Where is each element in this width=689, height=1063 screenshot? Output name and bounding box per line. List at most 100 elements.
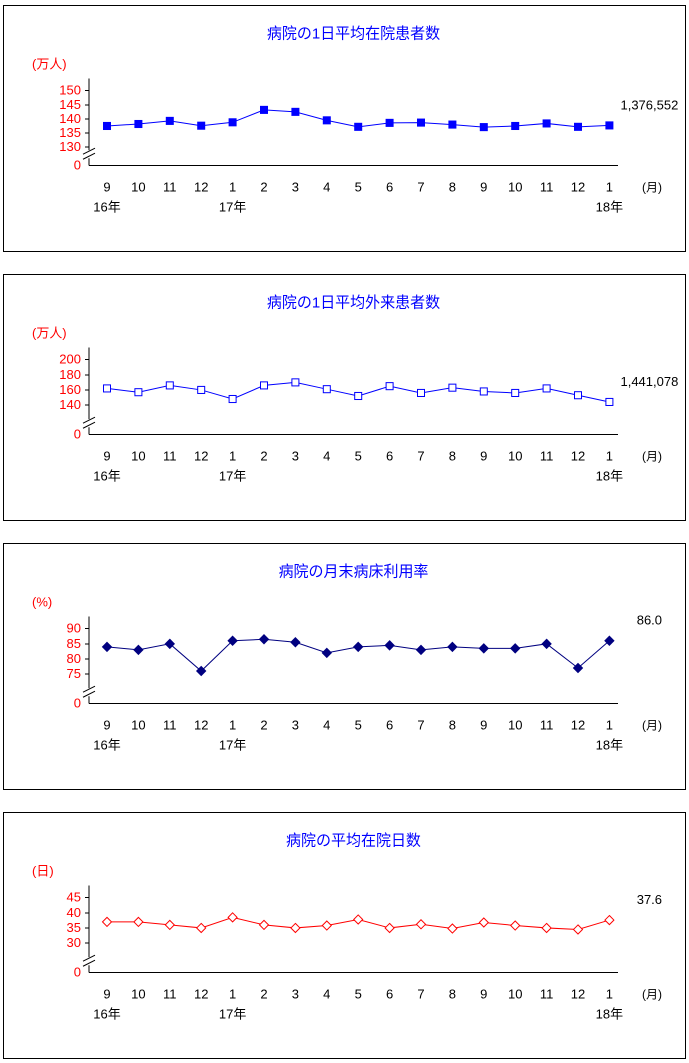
data-point-marker — [291, 107, 300, 116]
data-point-marker — [541, 922, 552, 934]
x-tick-label: 5 — [355, 448, 362, 463]
data-point-marker — [103, 121, 111, 131]
data-point-marker — [448, 383, 457, 392]
data-point-marker — [197, 385, 206, 394]
x-tick-label: 11 — [163, 986, 176, 1001]
x-tick-label: 10 — [508, 448, 522, 463]
x-tick-label: 12 — [194, 717, 208, 732]
x-tick-label: 9 — [480, 986, 487, 1001]
data-point-marker — [227, 912, 238, 923]
data-point-marker — [197, 121, 206, 130]
x-tick-label: 8 — [449, 986, 456, 1001]
y-zero-label: 0 — [74, 157, 81, 172]
x-year-label: 16年 — [93, 738, 120, 753]
x-tick-label: 6 — [386, 179, 393, 194]
x-tick-label: 9 — [480, 179, 487, 194]
data-point-marker — [478, 917, 490, 928]
axis-break-mark — [82, 152, 96, 160]
data-point-marker — [447, 641, 458, 653]
chart-box-bed-occupancy-rate: 病院の月末病床利用率 (%) 90 85 80 75 0 9 10 11 12 1 2 3 4 5 6 7 8 9 10… — [3, 543, 686, 790]
data-point-marker — [134, 388, 143, 397]
x-tick-label: 12 — [571, 986, 585, 1001]
x-tick-label: 1 — [229, 717, 236, 732]
x-tick-label: 1 — [606, 717, 613, 732]
x-year-label: 16年 — [93, 200, 120, 215]
axis-break-mark — [82, 954, 96, 962]
x-tick-label: 12 — [571, 717, 585, 732]
x-tick-label: 10 — [131, 448, 145, 463]
data-point-marker — [352, 914, 364, 925]
axis-break-gap — [84, 957, 94, 966]
data-point-marker — [228, 118, 237, 127]
x-tick-label: 2 — [260, 448, 267, 463]
y-zero-label: 0 — [74, 695, 81, 710]
x-tick-label: 3 — [292, 179, 299, 194]
data-point-marker — [509, 920, 521, 931]
data-point-marker — [511, 388, 520, 397]
x-tick-label: 7 — [417, 717, 424, 732]
x-tick-label: 3 — [292, 986, 299, 1001]
axis-break-gap — [84, 688, 94, 697]
x-tick-label: 12 — [194, 448, 208, 463]
y-axis-unit-label: (%) — [32, 594, 52, 609]
y-tick-label: 135 — [59, 125, 81, 140]
data-point-marker — [101, 916, 113, 928]
data-point-marker — [572, 662, 584, 674]
data-point-marker — [384, 640, 395, 651]
y-tick-label: 130 — [59, 139, 81, 154]
x-year-label: 17年 — [219, 469, 246, 484]
x-tick-label: 1 — [606, 179, 613, 194]
data-point-marker — [604, 635, 615, 647]
axis-break-mark — [82, 959, 96, 967]
axis-break-gap — [84, 419, 94, 428]
x-year-label: 17年 — [219, 738, 246, 753]
data-point-marker — [448, 120, 457, 129]
x-tick-label: 5 — [355, 717, 362, 732]
chart-box-avg-daily-outpatients: 病院の1日平均外来患者数 (万人) 200 180 160 140 0 9 10 11 12 1 2 3 4… — [3, 274, 686, 521]
y-tick-label: 180 — [59, 367, 81, 382]
data-point-marker — [415, 919, 427, 930]
y-axis-unit-label: (万人) — [32, 325, 67, 340]
latest-value-annotation: 37.6 — [637, 892, 662, 907]
y-tick-label: 140 — [59, 397, 81, 412]
data-point-marker — [321, 647, 333, 659]
data-point-marker — [479, 387, 488, 396]
y-tick-label: 140 — [59, 111, 81, 126]
x-tick-label: 1 — [606, 986, 613, 1001]
x-tick-label: 8 — [449, 179, 456, 194]
chart-title: 病院の1日平均外来患者数 — [267, 293, 440, 311]
y-tick-label: 45 — [67, 890, 81, 905]
y-axis-unit-label: (万人) — [32, 56, 67, 71]
x-tick-label: 6 — [386, 448, 393, 463]
data-point-marker — [228, 394, 237, 404]
data-point-marker — [574, 391, 582, 400]
x-tick-label: 1 — [229, 448, 236, 463]
x-tick-label: 4 — [323, 448, 330, 463]
x-tick-label: 11 — [540, 179, 553, 194]
x-tick-label: 10 — [508, 717, 522, 732]
x-tick-label: 10 — [508, 986, 522, 1001]
axis-break-mark — [82, 421, 96, 429]
y-tick-label: 80 — [67, 651, 81, 666]
data-point-marker — [605, 121, 614, 130]
axis-break-gap — [84, 150, 94, 159]
x-tick-label: 7 — [417, 986, 424, 1001]
data-point-marker — [509, 643, 521, 654]
data-point-marker — [354, 391, 363, 401]
x-axis-unit-label: (月) — [642, 987, 662, 1001]
data-point-marker — [385, 118, 394, 127]
data-point-marker — [572, 924, 584, 935]
x-tick-label: 11 — [540, 717, 553, 732]
x-tick-label: 10 — [131, 717, 145, 732]
data-point-marker — [101, 641, 113, 653]
y-tick-label: 90 — [67, 621, 81, 636]
y-tick-label: 200 — [59, 352, 81, 367]
x-tick-label: 9 — [103, 179, 110, 194]
data-point-marker — [352, 641, 364, 653]
x-tick-label: 4 — [323, 986, 330, 1001]
chart-box-avg-daily-inpatients: 病院の1日平均在院患者数 (万人) 150 145 140 135 130 0 9 10 11 12 1… — [3, 5, 686, 252]
